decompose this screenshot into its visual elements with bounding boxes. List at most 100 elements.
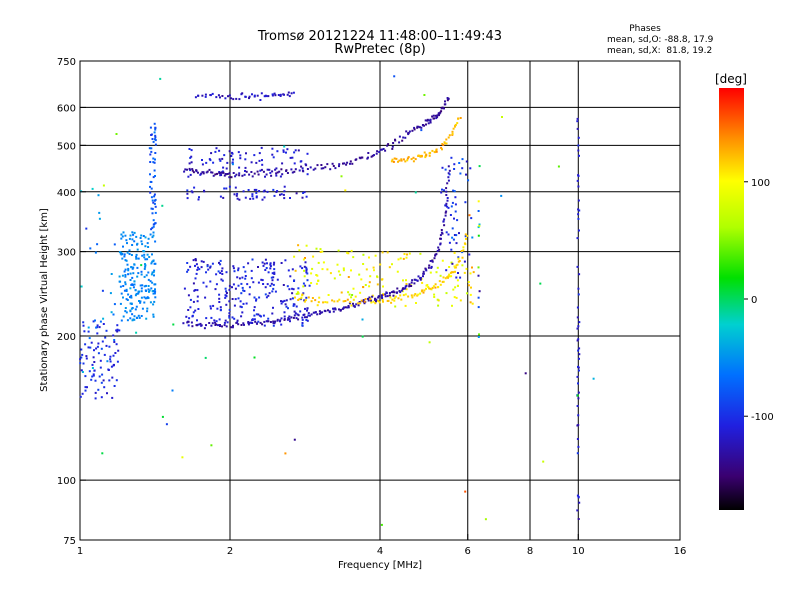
data-point xyxy=(444,168,447,171)
data-point xyxy=(288,315,291,318)
data-point xyxy=(252,197,255,200)
data-point xyxy=(467,284,470,287)
data-point xyxy=(224,296,227,299)
data-point xyxy=(264,269,267,271)
data-point xyxy=(447,136,450,139)
data-point xyxy=(165,423,168,426)
data-point xyxy=(375,298,378,301)
data-point xyxy=(152,219,155,222)
data-point xyxy=(153,269,156,272)
data-point xyxy=(197,323,200,326)
data-point xyxy=(149,173,151,176)
data-point xyxy=(141,307,144,310)
data-point xyxy=(239,157,242,160)
data-point xyxy=(92,356,95,359)
data-point xyxy=(367,156,369,159)
data-point xyxy=(247,262,250,265)
data-point xyxy=(154,205,157,208)
data-point xyxy=(154,134,157,137)
data-point xyxy=(322,261,325,264)
data-point xyxy=(298,297,301,300)
data-point xyxy=(288,318,291,321)
y-tick-label: 75 xyxy=(63,536,76,547)
data-point xyxy=(255,322,258,325)
data-point xyxy=(144,258,147,261)
data-point xyxy=(196,324,199,327)
data-point xyxy=(447,165,450,168)
data-point xyxy=(327,294,330,296)
data-point xyxy=(391,147,394,150)
data-point xyxy=(439,283,442,286)
data-point xyxy=(470,286,472,289)
data-point xyxy=(267,271,270,274)
data-point xyxy=(295,192,298,195)
data-point xyxy=(377,299,380,302)
data-point xyxy=(338,298,341,301)
data-point xyxy=(91,363,94,366)
data-point xyxy=(242,322,245,325)
data-point xyxy=(133,231,136,234)
data-point xyxy=(379,263,382,266)
data-point xyxy=(98,217,101,220)
data-point xyxy=(248,293,251,296)
data-point xyxy=(290,168,293,171)
data-point xyxy=(126,263,129,266)
data-point xyxy=(422,272,425,275)
data-point xyxy=(303,191,306,194)
data-point xyxy=(433,296,436,298)
data-point xyxy=(319,251,322,253)
data-point xyxy=(228,284,231,287)
data-point xyxy=(128,237,131,240)
data-point xyxy=(189,173,192,176)
data-point xyxy=(457,257,460,260)
data-point xyxy=(441,232,444,235)
data-point xyxy=(140,234,143,237)
data-point xyxy=(403,253,406,255)
data-point xyxy=(408,252,411,255)
data-point xyxy=(387,299,390,302)
data-point xyxy=(141,254,144,257)
data-point xyxy=(136,275,139,278)
data-point xyxy=(303,275,306,278)
data-point xyxy=(269,267,272,270)
data-point xyxy=(209,305,212,308)
data-point xyxy=(273,261,276,264)
data-point xyxy=(350,304,353,307)
data-point xyxy=(420,154,423,157)
data-point xyxy=(228,308,231,311)
data-point xyxy=(134,289,137,292)
data-point xyxy=(477,296,480,299)
data-point xyxy=(204,93,207,96)
data-point xyxy=(297,287,300,290)
data-point xyxy=(578,353,581,356)
data-point xyxy=(443,224,446,227)
data-point xyxy=(324,301,327,304)
data-point xyxy=(128,249,131,252)
data-point xyxy=(151,199,154,202)
data-point xyxy=(129,302,132,305)
data-point xyxy=(306,307,309,310)
data-point xyxy=(412,156,415,159)
data-point xyxy=(577,391,580,394)
data-point xyxy=(447,233,450,236)
data-point xyxy=(468,214,471,217)
data-point xyxy=(264,175,266,178)
data-point xyxy=(576,120,579,123)
data-point xyxy=(190,155,193,158)
data-point xyxy=(443,107,445,110)
data-point xyxy=(413,128,416,131)
x-axis-ticks: 1 2 4 6 8 10 16 xyxy=(77,534,686,557)
data-point xyxy=(344,189,347,192)
data-point xyxy=(186,321,189,324)
data-point xyxy=(424,156,427,159)
data-point xyxy=(576,179,579,182)
data-point xyxy=(451,262,454,265)
data-point xyxy=(233,304,236,307)
data-point xyxy=(154,211,157,214)
data-point xyxy=(115,343,118,346)
data-point xyxy=(452,288,455,291)
data-point xyxy=(132,318,135,321)
data-point xyxy=(148,290,150,293)
